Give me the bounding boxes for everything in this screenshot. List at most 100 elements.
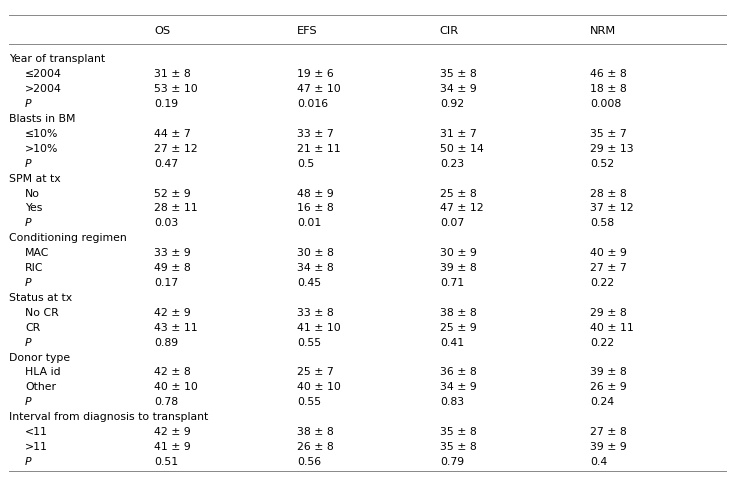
Text: NRM: NRM — [590, 26, 616, 36]
Text: 0.55: 0.55 — [297, 337, 321, 348]
Text: 44 ± 7: 44 ± 7 — [154, 129, 191, 139]
Text: P: P — [25, 457, 32, 467]
Text: Conditioning regimen: Conditioning regimen — [9, 233, 127, 243]
Text: 0.17: 0.17 — [154, 278, 178, 288]
Text: 28 ± 8: 28 ± 8 — [590, 189, 627, 199]
Text: 35 ± 8: 35 ± 8 — [440, 442, 476, 452]
Text: ≤10%: ≤10% — [25, 129, 59, 139]
Text: 48 ± 9: 48 ± 9 — [297, 189, 334, 199]
Text: 0.52: 0.52 — [590, 159, 614, 168]
Text: 30 ± 8: 30 ± 8 — [297, 248, 334, 258]
Text: >2004: >2004 — [25, 84, 62, 94]
Text: 0.19: 0.19 — [154, 99, 178, 109]
Text: 0.03: 0.03 — [154, 218, 178, 228]
Text: 34 ± 9: 34 ± 9 — [440, 383, 476, 393]
Text: No: No — [25, 189, 40, 199]
Text: 35 ± 7: 35 ± 7 — [590, 129, 627, 139]
Text: 42 ± 9: 42 ± 9 — [154, 427, 191, 437]
Text: 0.016: 0.016 — [297, 99, 328, 109]
Text: 52 ± 9: 52 ± 9 — [154, 189, 191, 199]
Text: EFS: EFS — [297, 26, 317, 36]
Text: OS: OS — [154, 26, 170, 36]
Text: 21 ± 11: 21 ± 11 — [297, 144, 341, 154]
Text: Yes: Yes — [25, 204, 43, 214]
Text: Year of transplant: Year of transplant — [9, 54, 105, 64]
Text: ≤2004: ≤2004 — [25, 69, 62, 79]
Text: 27 ± 12: 27 ± 12 — [154, 144, 198, 154]
Text: 29 ± 8: 29 ± 8 — [590, 308, 627, 318]
Text: 35 ± 8: 35 ± 8 — [440, 69, 476, 79]
Text: 39 ± 8: 39 ± 8 — [590, 368, 627, 377]
Text: Donor type: Donor type — [9, 353, 70, 362]
Text: 0.56: 0.56 — [297, 457, 321, 467]
Text: Interval from diagnosis to transplant: Interval from diagnosis to transplant — [9, 412, 208, 422]
Text: 0.4: 0.4 — [590, 457, 608, 467]
Text: 47 ± 10: 47 ± 10 — [297, 84, 341, 94]
Text: 0.58: 0.58 — [590, 218, 614, 228]
Text: 0.92: 0.92 — [440, 99, 464, 109]
Text: 25 ± 7: 25 ± 7 — [297, 368, 334, 377]
Text: 41 ± 9: 41 ± 9 — [154, 442, 191, 452]
Text: 0.71: 0.71 — [440, 278, 464, 288]
Text: RIC: RIC — [25, 263, 43, 273]
Text: 40 ± 9: 40 ± 9 — [590, 248, 627, 258]
Text: CR: CR — [25, 323, 40, 333]
Text: Other: Other — [25, 383, 56, 393]
Text: 0.5: 0.5 — [297, 159, 314, 168]
Text: P: P — [25, 397, 32, 408]
Text: MAC: MAC — [25, 248, 49, 258]
Text: P: P — [25, 159, 32, 168]
Text: SPM at tx: SPM at tx — [9, 174, 60, 184]
Text: 27 ± 8: 27 ± 8 — [590, 427, 627, 437]
Text: No CR: No CR — [25, 308, 59, 318]
Text: 53 ± 10: 53 ± 10 — [154, 84, 198, 94]
Text: 0.78: 0.78 — [154, 397, 178, 408]
Text: HLA id: HLA id — [25, 368, 61, 377]
Text: 0.41: 0.41 — [440, 337, 464, 348]
Text: >11: >11 — [25, 442, 48, 452]
Text: 49 ± 8: 49 ± 8 — [154, 263, 191, 273]
Text: 0.01: 0.01 — [297, 218, 321, 228]
Text: 0.47: 0.47 — [154, 159, 178, 168]
Text: 35 ± 8: 35 ± 8 — [440, 427, 476, 437]
Text: 16 ± 8: 16 ± 8 — [297, 204, 334, 214]
Text: 50 ± 14: 50 ± 14 — [440, 144, 484, 154]
Text: 47 ± 12: 47 ± 12 — [440, 204, 484, 214]
Text: 43 ± 11: 43 ± 11 — [154, 323, 198, 333]
Text: 39 ± 9: 39 ± 9 — [590, 442, 627, 452]
Text: 0.45: 0.45 — [297, 278, 321, 288]
Text: 18 ± 8: 18 ± 8 — [590, 84, 627, 94]
Text: CIR: CIR — [440, 26, 459, 36]
Text: 26 ± 9: 26 ± 9 — [590, 383, 627, 393]
Text: 0.22: 0.22 — [590, 278, 614, 288]
Text: 28 ± 11: 28 ± 11 — [154, 204, 198, 214]
Text: 41 ± 10: 41 ± 10 — [297, 323, 341, 333]
Text: 0.79: 0.79 — [440, 457, 464, 467]
Text: 40 ± 10: 40 ± 10 — [297, 383, 341, 393]
Text: P: P — [25, 337, 32, 348]
Text: 19 ± 6: 19 ± 6 — [297, 69, 334, 79]
Text: 27 ± 7: 27 ± 7 — [590, 263, 627, 273]
Text: 40 ± 11: 40 ± 11 — [590, 323, 634, 333]
Text: 29 ± 13: 29 ± 13 — [590, 144, 634, 154]
Text: 36 ± 8: 36 ± 8 — [440, 368, 476, 377]
Text: P: P — [25, 99, 32, 109]
Text: 33 ± 9: 33 ± 9 — [154, 248, 191, 258]
Text: 46 ± 8: 46 ± 8 — [590, 69, 627, 79]
Text: 31 ± 7: 31 ± 7 — [440, 129, 476, 139]
Text: 34 ± 9: 34 ± 9 — [440, 84, 476, 94]
Text: 30 ± 9: 30 ± 9 — [440, 248, 476, 258]
Text: P: P — [25, 278, 32, 288]
Text: 0.83: 0.83 — [440, 397, 464, 408]
Text: 34 ± 8: 34 ± 8 — [297, 263, 334, 273]
Text: Status at tx: Status at tx — [9, 293, 72, 303]
Text: 33 ± 7: 33 ± 7 — [297, 129, 334, 139]
Text: 0.55: 0.55 — [297, 397, 321, 408]
Text: 0.23: 0.23 — [440, 159, 464, 168]
Text: 42 ± 8: 42 ± 8 — [154, 368, 191, 377]
Text: 37 ± 12: 37 ± 12 — [590, 204, 634, 214]
Text: 25 ± 9: 25 ± 9 — [440, 323, 476, 333]
Text: 0.22: 0.22 — [590, 337, 614, 348]
Text: 0.24: 0.24 — [590, 397, 614, 408]
Text: 0.89: 0.89 — [154, 337, 178, 348]
